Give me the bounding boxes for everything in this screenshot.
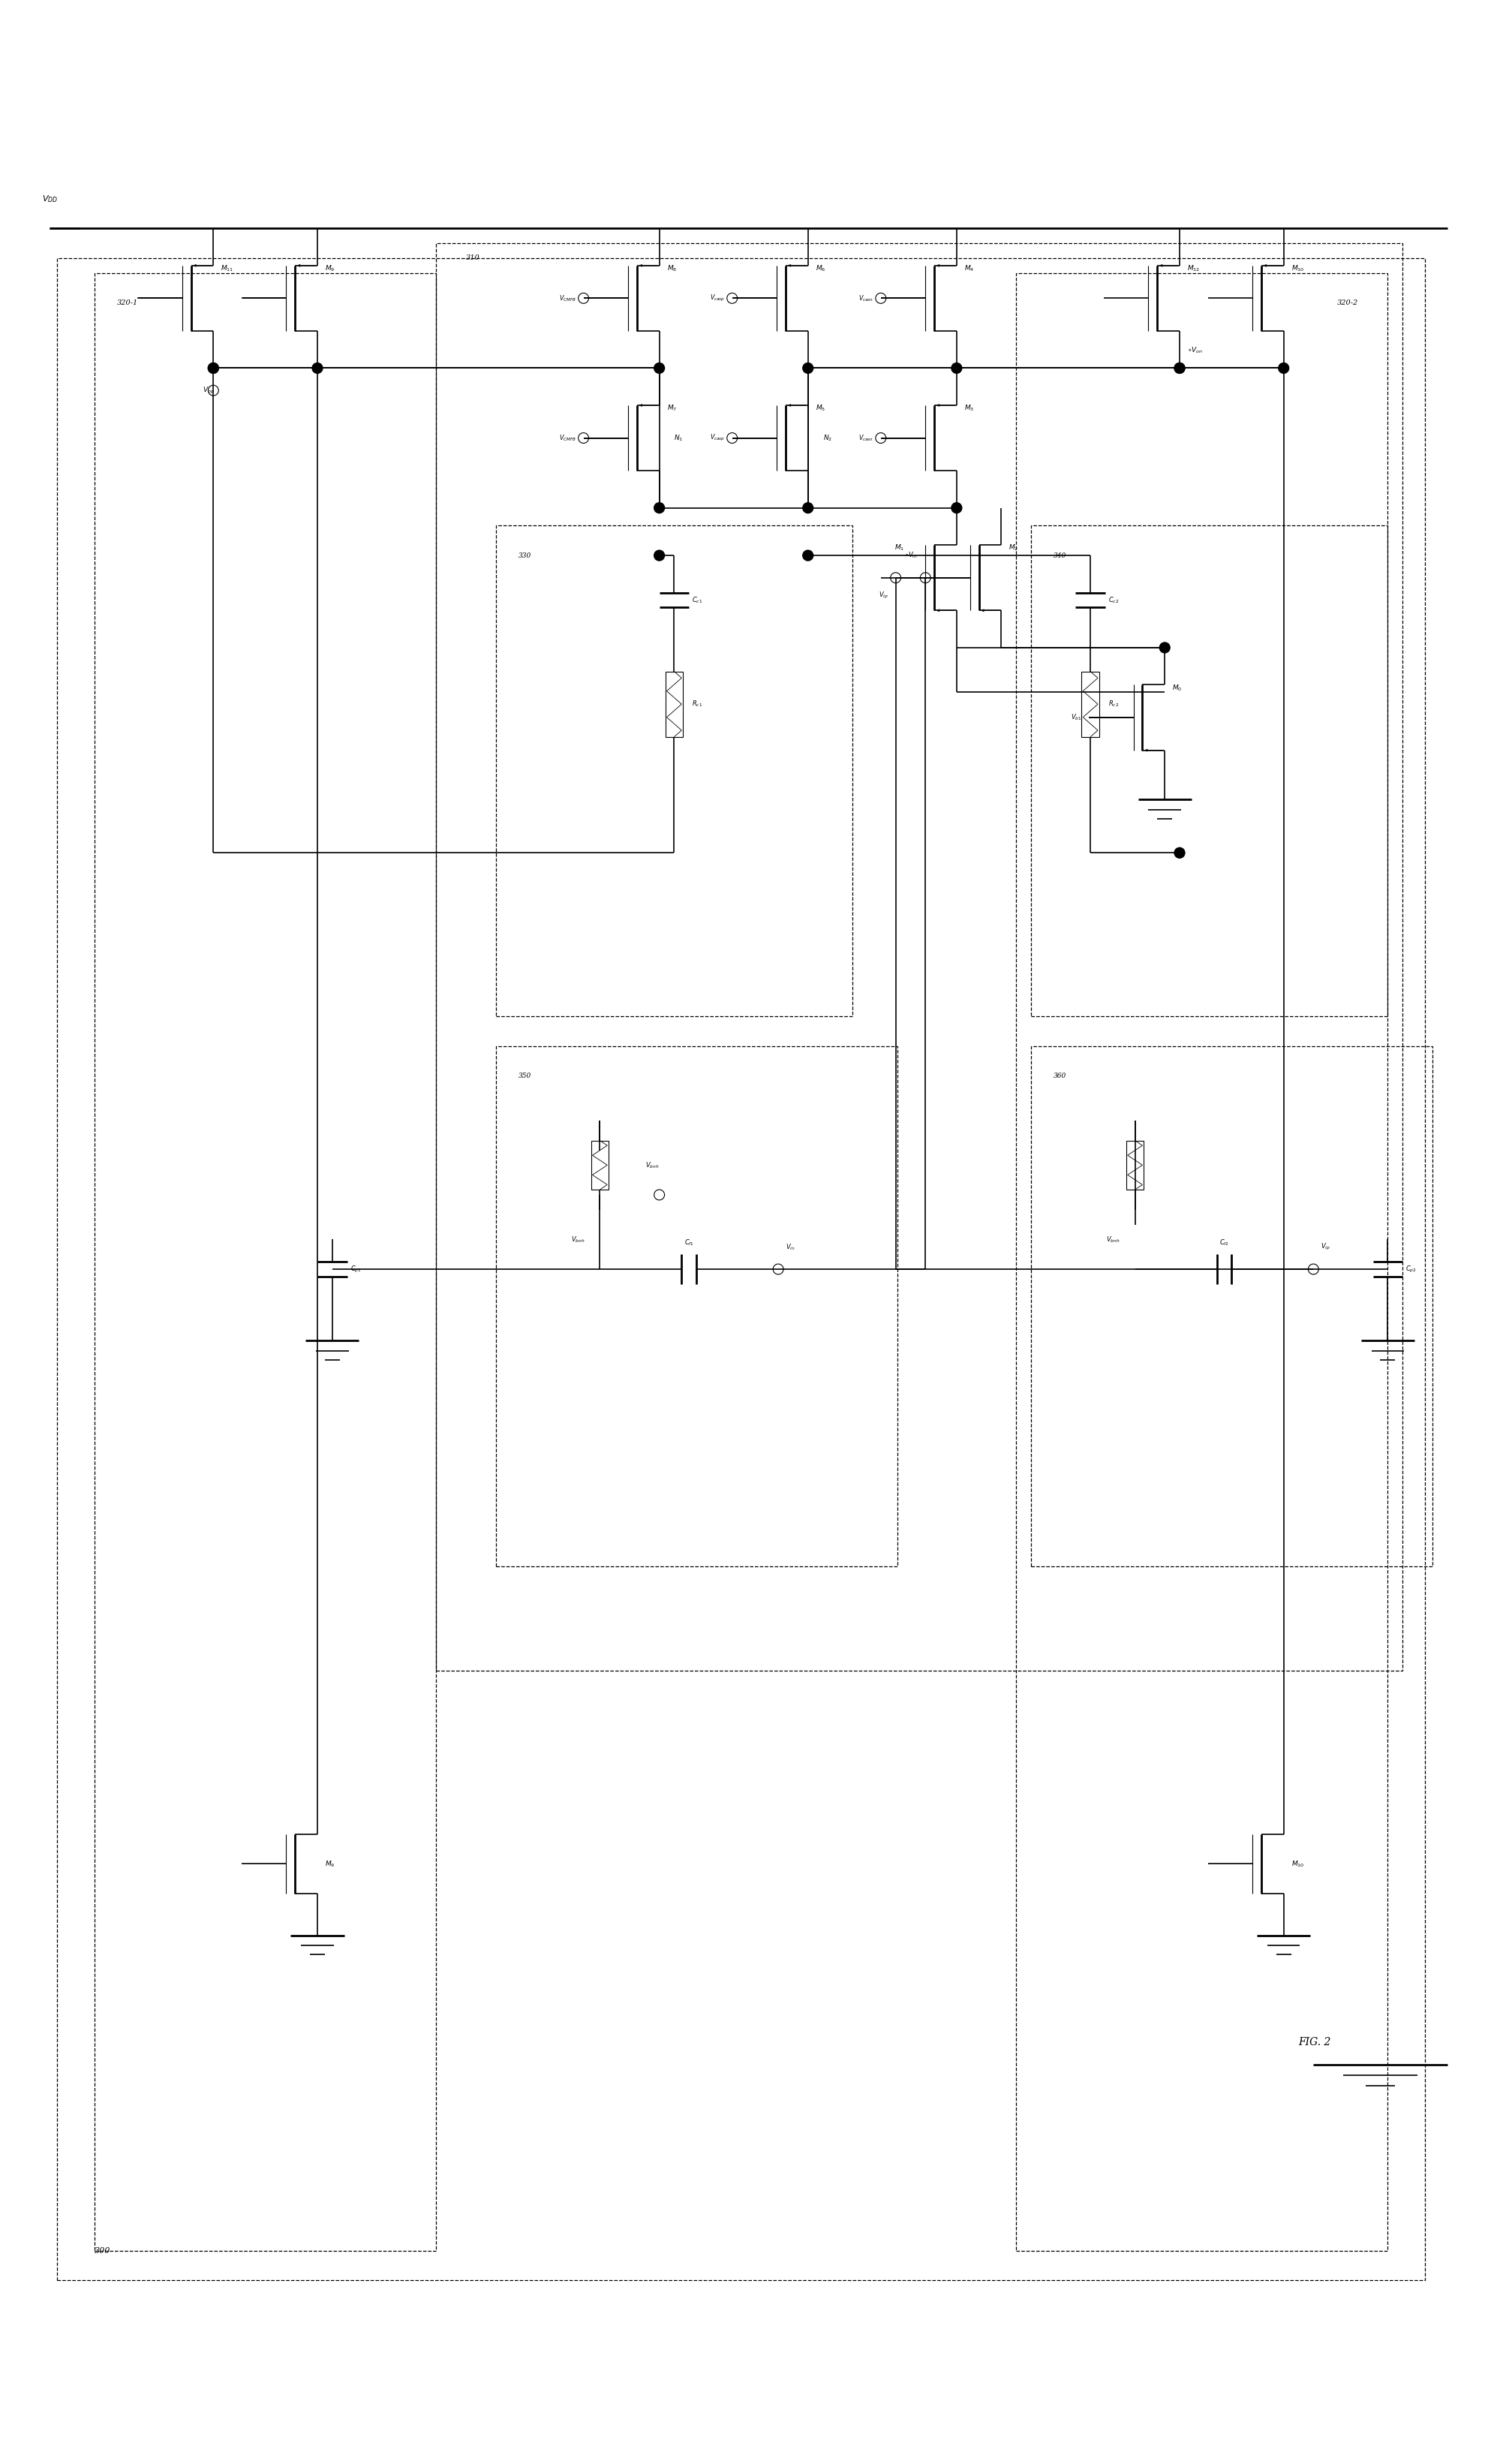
Text: $V_{bnh}$: $V_{bnh}$ <box>645 1161 659 1170</box>
Bar <box>1081 673 1099 737</box>
Text: $M_{9}$: $M_{9}$ <box>325 264 335 274</box>
Text: $C_{f2}$: $C_{f2}$ <box>1219 1237 1229 1247</box>
Text: $R_{c1}$: $R_{c1}$ <box>692 700 702 710</box>
Bar <box>57 259 1425 2279</box>
Text: $\circ V_{in}$: $\circ V_{in}$ <box>904 552 918 559</box>
Text: $V_{bnh}$: $V_{bnh}$ <box>570 1234 585 1244</box>
Text: 330: 330 <box>518 552 531 559</box>
Text: $V_{in}$: $V_{in}$ <box>786 1242 795 1252</box>
Text: $M_{3}$: $M_{3}$ <box>964 404 975 414</box>
Text: 350: 350 <box>518 1072 531 1079</box>
Circle shape <box>952 362 963 375</box>
Circle shape <box>1160 643 1171 653</box>
Text: $M_{11}$: $M_{11}$ <box>220 264 234 274</box>
Bar <box>94 274 436 2250</box>
Circle shape <box>1278 362 1289 375</box>
Text: $M_{8}$: $M_{8}$ <box>666 264 677 274</box>
Bar <box>665 673 683 737</box>
Text: $M_{4}$: $M_{4}$ <box>964 264 975 274</box>
Text: 360: 360 <box>1054 1072 1066 1079</box>
Text: $V_{DD}$: $V_{DD}$ <box>42 195 58 205</box>
Circle shape <box>952 503 963 513</box>
Text: $N_2$: $N_2$ <box>823 434 832 444</box>
Text: $M_{10}$: $M_{10}$ <box>1290 264 1304 274</box>
Text: $V_{ip}$: $V_{ip}$ <box>1320 1242 1331 1252</box>
Circle shape <box>802 549 813 562</box>
Text: $V_{bnh}$: $V_{bnh}$ <box>1106 1234 1120 1244</box>
Text: $M_9$: $M_9$ <box>325 1860 335 1868</box>
Text: $C_{f1}$: $C_{f1}$ <box>684 1237 695 1247</box>
Text: 310: 310 <box>466 254 481 261</box>
Text: $M_{5}$: $M_{5}$ <box>816 404 825 414</box>
Text: $M_{0}$: $M_{0}$ <box>1172 683 1183 692</box>
Circle shape <box>1175 362 1184 375</box>
Text: $V_{CMFB}$: $V_{CMFB}$ <box>558 293 576 303</box>
Text: $C_{c2}$: $C_{c2}$ <box>1108 596 1118 604</box>
Text: $M_{1}$: $M_{1}$ <box>895 545 904 552</box>
Text: $V_{op}$: $V_{op}$ <box>204 384 214 394</box>
Text: $V_{casp}$: $V_{casp}$ <box>710 293 725 303</box>
Text: 300: 300 <box>94 2247 111 2255</box>
Text: $\circ V_{on}$: $\circ V_{on}$ <box>1187 345 1204 355</box>
Circle shape <box>1175 848 1184 857</box>
Text: $V_{CMFB}$: $V_{CMFB}$ <box>558 434 576 444</box>
Text: 320-1: 320-1 <box>117 298 138 306</box>
Text: FIG. 2: FIG. 2 <box>1298 2038 1331 2048</box>
Circle shape <box>1175 362 1184 375</box>
Text: $R_{c2}$: $R_{c2}$ <box>1108 700 1118 710</box>
Text: $M_{10}$: $M_{10}$ <box>1290 1860 1304 1868</box>
Circle shape <box>654 362 665 375</box>
Bar <box>496 1047 897 1567</box>
Text: 320-2: 320-2 <box>1337 298 1358 306</box>
Circle shape <box>802 362 813 375</box>
Text: $N_1$: $N_1$ <box>674 434 683 444</box>
Text: $C_{c1}$: $C_{c1}$ <box>692 596 702 604</box>
Bar <box>436 244 1403 1671</box>
Circle shape <box>208 362 219 375</box>
Text: $V_{casp}$: $V_{casp}$ <box>710 434 725 444</box>
Bar <box>1016 274 1388 2250</box>
Text: $M_{7}$: $M_{7}$ <box>666 404 677 414</box>
Circle shape <box>313 362 322 375</box>
Circle shape <box>802 503 813 513</box>
Text: $V_{casn}$: $V_{casn}$ <box>858 434 873 444</box>
Text: $M_{12}$: $M_{12}$ <box>1187 264 1201 274</box>
Text: $V_{casn}$: $V_{casn}$ <box>858 293 873 303</box>
Text: $C_{p2}$: $C_{p2}$ <box>1406 1264 1416 1274</box>
Bar <box>1031 1047 1433 1567</box>
Text: $C_{p1}$: $C_{p1}$ <box>350 1264 361 1274</box>
Bar <box>496 525 853 1018</box>
Text: 340: 340 <box>1054 552 1066 559</box>
Text: $M_{6}$: $M_{6}$ <box>816 264 825 274</box>
Bar <box>1031 525 1388 1018</box>
Bar <box>1126 1141 1144 1190</box>
Text: $M_{2}$: $M_{2}$ <box>1009 545 1018 552</box>
Bar <box>591 1141 609 1190</box>
Text: $V_{b1}$: $V_{b1}$ <box>1070 712 1081 722</box>
Text: $V_{ip}$: $V_{ip}$ <box>879 591 888 601</box>
Circle shape <box>208 362 219 375</box>
Circle shape <box>654 549 665 562</box>
Circle shape <box>654 503 665 513</box>
